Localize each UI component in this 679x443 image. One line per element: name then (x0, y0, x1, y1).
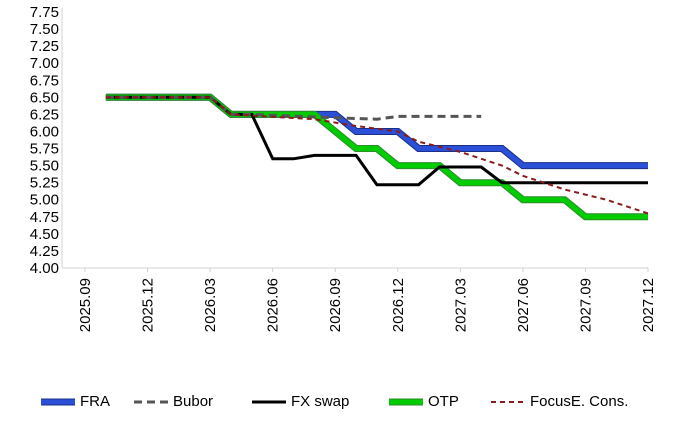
x-tick-label: 2027.12 (640, 278, 657, 332)
plot-area: 4.004.254.504.755.005.255.505.756.006.25… (30, 4, 657, 332)
y-tick-label: 4.50 (30, 226, 59, 243)
x-tick-label: 2026.03 (202, 278, 219, 332)
x-tick-label: 2026.09 (327, 278, 344, 332)
x-tick-label: 2026.12 (390, 278, 407, 332)
y-tick-label: 7.25 (30, 38, 59, 55)
x-tick-label: 2026.06 (265, 278, 282, 332)
y-tick-label: 5.00 (30, 192, 59, 209)
legend: FRA Bubor FX swap OTP FocusE. Cons. (0, 386, 679, 416)
x-tick-label: 2025.09 (77, 278, 94, 332)
legend-label: Bubor (173, 392, 214, 410)
legend-swatch (491, 401, 525, 403)
series-line-fx-swap (105, 95, 648, 187)
x-tick-label: 2025.12 (140, 278, 157, 332)
legend-swatch (389, 398, 423, 406)
y-tick-label: 5.50 (30, 158, 59, 175)
y-tick-label: 5.25 (30, 175, 59, 192)
legend-label: OTP (428, 392, 459, 410)
legend-item-bubor: Bubor (133, 386, 213, 416)
legend-item-otp: OTP (388, 386, 459, 416)
legend-item-fra: FRA (40, 386, 110, 416)
legend-label: FocusE. Cons. (530, 392, 629, 410)
y-tick-label: 7.50 (30, 21, 59, 38)
legend-swatch (252, 400, 286, 404)
series-line-otp (105, 94, 648, 220)
legend-label: FX swap (291, 392, 350, 410)
y-tick-label: 4.25 (30, 243, 59, 260)
y-tick-label: 6.00 (30, 123, 59, 140)
x-tick-label: 2027.03 (452, 278, 469, 332)
y-tick-label: 5.75 (30, 141, 59, 158)
y-tick-label: 6.50 (30, 89, 59, 106)
axes: 4.004.254.504.755.005.255.505.756.006.25… (30, 4, 657, 332)
legend-item-focuse-cons: FocusE. Cons. (490, 386, 628, 416)
y-tick-label: 7.75 (30, 4, 59, 21)
legend-swatch (41, 398, 75, 406)
x-tick-label: 2027.09 (577, 278, 594, 332)
y-tick-label: 6.75 (30, 72, 59, 89)
legend-swatch (134, 400, 168, 404)
legend-item-fx-swap: FX swap (251, 386, 349, 416)
series-layer (105, 93, 649, 221)
y-tick-label: 6.25 (30, 106, 59, 123)
y-tick-label: 4.00 (30, 260, 59, 277)
series-line-focuse-cons (105, 96, 649, 215)
y-tick-label: 4.75 (30, 209, 59, 226)
x-tick-label: 2027.06 (515, 278, 532, 332)
legend-label: FRA (80, 392, 110, 410)
series-line-fra (105, 94, 648, 169)
y-tick-label: 7.00 (30, 55, 59, 72)
